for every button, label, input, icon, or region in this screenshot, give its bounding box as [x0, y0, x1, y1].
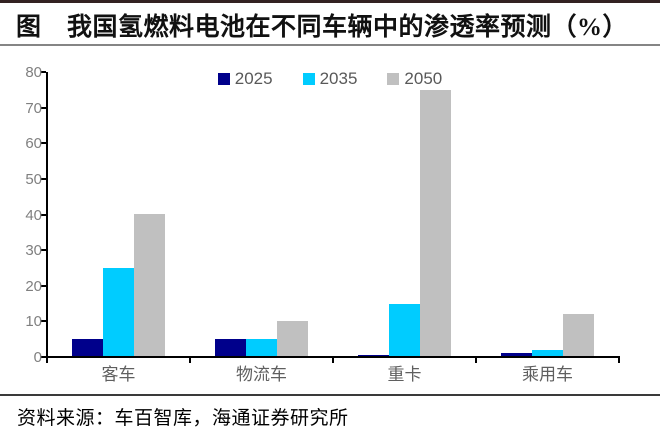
y-axis-tick-label: 0 — [33, 349, 42, 366]
legend-label: 2050 — [404, 69, 443, 88]
bar-2035-乘用车 — [532, 350, 563, 357]
bar-2025-乘用车 — [501, 353, 532, 357]
y-axis-tick — [40, 285, 46, 287]
legend-swatch-2050 — [387, 72, 400, 85]
y-axis-tick — [40, 178, 46, 180]
y-axis-tick — [40, 214, 46, 216]
footer-separator-rule — [0, 394, 660, 396]
chart-title: 图 我国氢燃料电池在不同车辆中的渗透率预测（%） — [16, 14, 629, 41]
legend-item-2025: 2025 — [217, 69, 273, 88]
bar-2050-重卡 — [420, 90, 451, 357]
chart-legend: 2025 2035 2050 — [0, 70, 660, 87]
x-axis-tick — [46, 356, 48, 363]
legend-label: 2035 — [319, 69, 358, 88]
legend-label: 2025 — [234, 69, 273, 88]
y-axis-line — [46, 72, 48, 359]
bar-2025-物流车 — [215, 339, 246, 357]
x-axis-tick — [189, 356, 191, 363]
category-label-乘用车: 乘用车 — [522, 365, 573, 384]
y-axis-tick — [40, 320, 46, 322]
bar-2050-物流车 — [277, 321, 308, 357]
bar-2035-物流车 — [246, 339, 277, 357]
legend-swatch-2025 — [217, 72, 230, 85]
y-axis-tick — [40, 249, 46, 251]
bar-2050-客车 — [134, 214, 165, 357]
y-axis-tick — [40, 107, 46, 109]
bar-2035-客车 — [103, 268, 134, 357]
y-axis-tick-label: 10 — [25, 313, 42, 330]
title-separator-rule — [0, 44, 660, 46]
y-axis-tick-label: 20 — [25, 278, 42, 295]
y-axis-tick — [40, 356, 46, 358]
x-axis-tick — [618, 356, 620, 363]
y-axis-tick-label: 40 — [25, 207, 42, 224]
source-note: 资料来源：车百智库，海通证券研究所 — [17, 408, 349, 429]
y-axis-tick-label: 60 — [25, 135, 42, 152]
y-axis-tick-label: 50 — [25, 171, 42, 188]
legend-item-2035: 2035 — [302, 69, 358, 88]
legend-swatch-2035 — [302, 72, 315, 85]
y-axis-tick — [40, 71, 46, 73]
category-label-客车: 客车 — [101, 365, 136, 384]
x-axis-tick — [332, 356, 334, 363]
category-label-重卡: 重卡 — [387, 365, 422, 384]
category-label-物流车: 物流车 — [236, 365, 287, 384]
bar-2050-乘用车 — [563, 314, 594, 357]
y-axis-tick-label: 80 — [25, 64, 42, 81]
x-axis-tick — [475, 356, 477, 363]
bar-2025-客车 — [72, 339, 103, 357]
top-border-rule — [0, 0, 660, 3]
bar-2035-重卡 — [389, 304, 420, 357]
y-axis-tick-label: 70 — [25, 100, 42, 117]
y-axis-tick — [40, 142, 46, 144]
y-axis-tick-label: 30 — [25, 242, 42, 259]
legend-item-2050: 2050 — [387, 70, 442, 87]
